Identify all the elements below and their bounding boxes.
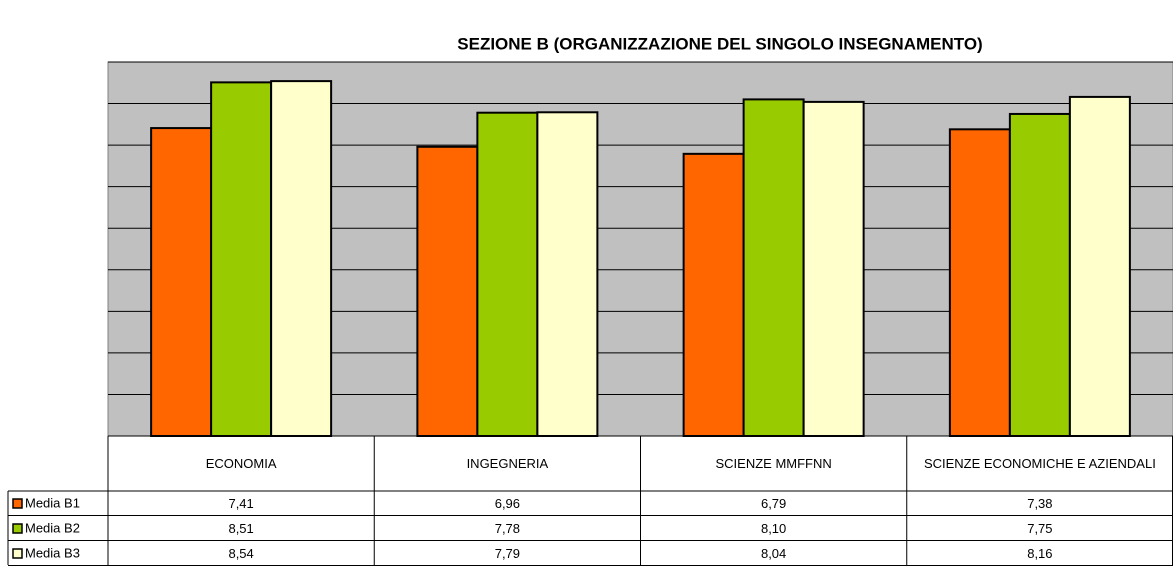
value-label: 8,54 xyxy=(228,545,254,561)
bar xyxy=(682,152,745,438)
value-label-cell: 8,51 xyxy=(228,520,254,536)
value-label: 8,51 xyxy=(228,520,254,536)
value-label-cell: 8,10 xyxy=(760,520,787,536)
x-tick-label-cell: SCIENZE MMFFNN xyxy=(715,455,832,471)
value-label-cell: 8,16 xyxy=(1027,545,1053,561)
value-label-cell: 7,41 xyxy=(228,495,254,511)
bar xyxy=(742,98,805,438)
x-tick-label: SCIENZE ECONOMICHE E AZIENDALI xyxy=(923,455,1156,471)
value-label: 7,78 xyxy=(494,520,521,536)
x-tick-label-cell: SCIENZE ECONOMICHE E AZIENDALI xyxy=(923,455,1156,471)
bar xyxy=(1068,95,1131,437)
legend-key xyxy=(12,548,23,559)
value-label-cell: 7,79 xyxy=(494,545,521,561)
value-label-cell: 7,75 xyxy=(1027,520,1053,536)
bar xyxy=(416,145,479,437)
x-tick-label: ECONOMIA xyxy=(205,455,277,471)
value-label: 6,96 xyxy=(494,495,521,511)
legend-key xyxy=(12,523,23,534)
x-tick-label: INGEGNERIA xyxy=(466,455,549,471)
value-label: 7,38 xyxy=(1027,495,1053,511)
chart-title: SEZIONE B (ORGANIZZAZIONE DEL SINGOLO IN… xyxy=(457,34,982,53)
x-tick-label-cell: ECONOMIA xyxy=(205,455,277,471)
value-label-cell: 8,04 xyxy=(760,545,787,561)
bar xyxy=(536,111,599,437)
bar xyxy=(476,111,539,437)
value-label-cell: 6,79 xyxy=(760,495,787,511)
value-label: 6,79 xyxy=(760,495,787,511)
bar xyxy=(270,80,333,437)
value-label: 8,04 xyxy=(760,545,787,561)
value-label-cell: 7,38 xyxy=(1027,495,1053,511)
legend-label: Media B2 xyxy=(25,520,80,535)
value-label: 7,79 xyxy=(494,545,521,561)
value-label: 7,75 xyxy=(1027,520,1053,536)
value-label: 7,41 xyxy=(228,495,254,511)
legend-label: Media B3 xyxy=(25,545,80,560)
x-tick-label: SCIENZE MMFFNN xyxy=(715,455,832,471)
bar xyxy=(802,100,865,437)
legend-key xyxy=(12,498,23,509)
value-label: 8,16 xyxy=(1027,545,1053,561)
bar xyxy=(1008,112,1071,437)
value-label-cell: 6,96 xyxy=(494,495,521,511)
bar xyxy=(150,127,213,437)
value-label-cell: 8,54 xyxy=(228,545,254,561)
legend-label: Media B1 xyxy=(25,495,80,510)
bar xyxy=(210,81,273,438)
value-label-cell: 7,78 xyxy=(494,520,521,536)
value-label: 8,10 xyxy=(760,520,787,536)
bar xyxy=(948,128,1011,437)
x-tick-label-cell: INGEGNERIA xyxy=(466,455,549,471)
